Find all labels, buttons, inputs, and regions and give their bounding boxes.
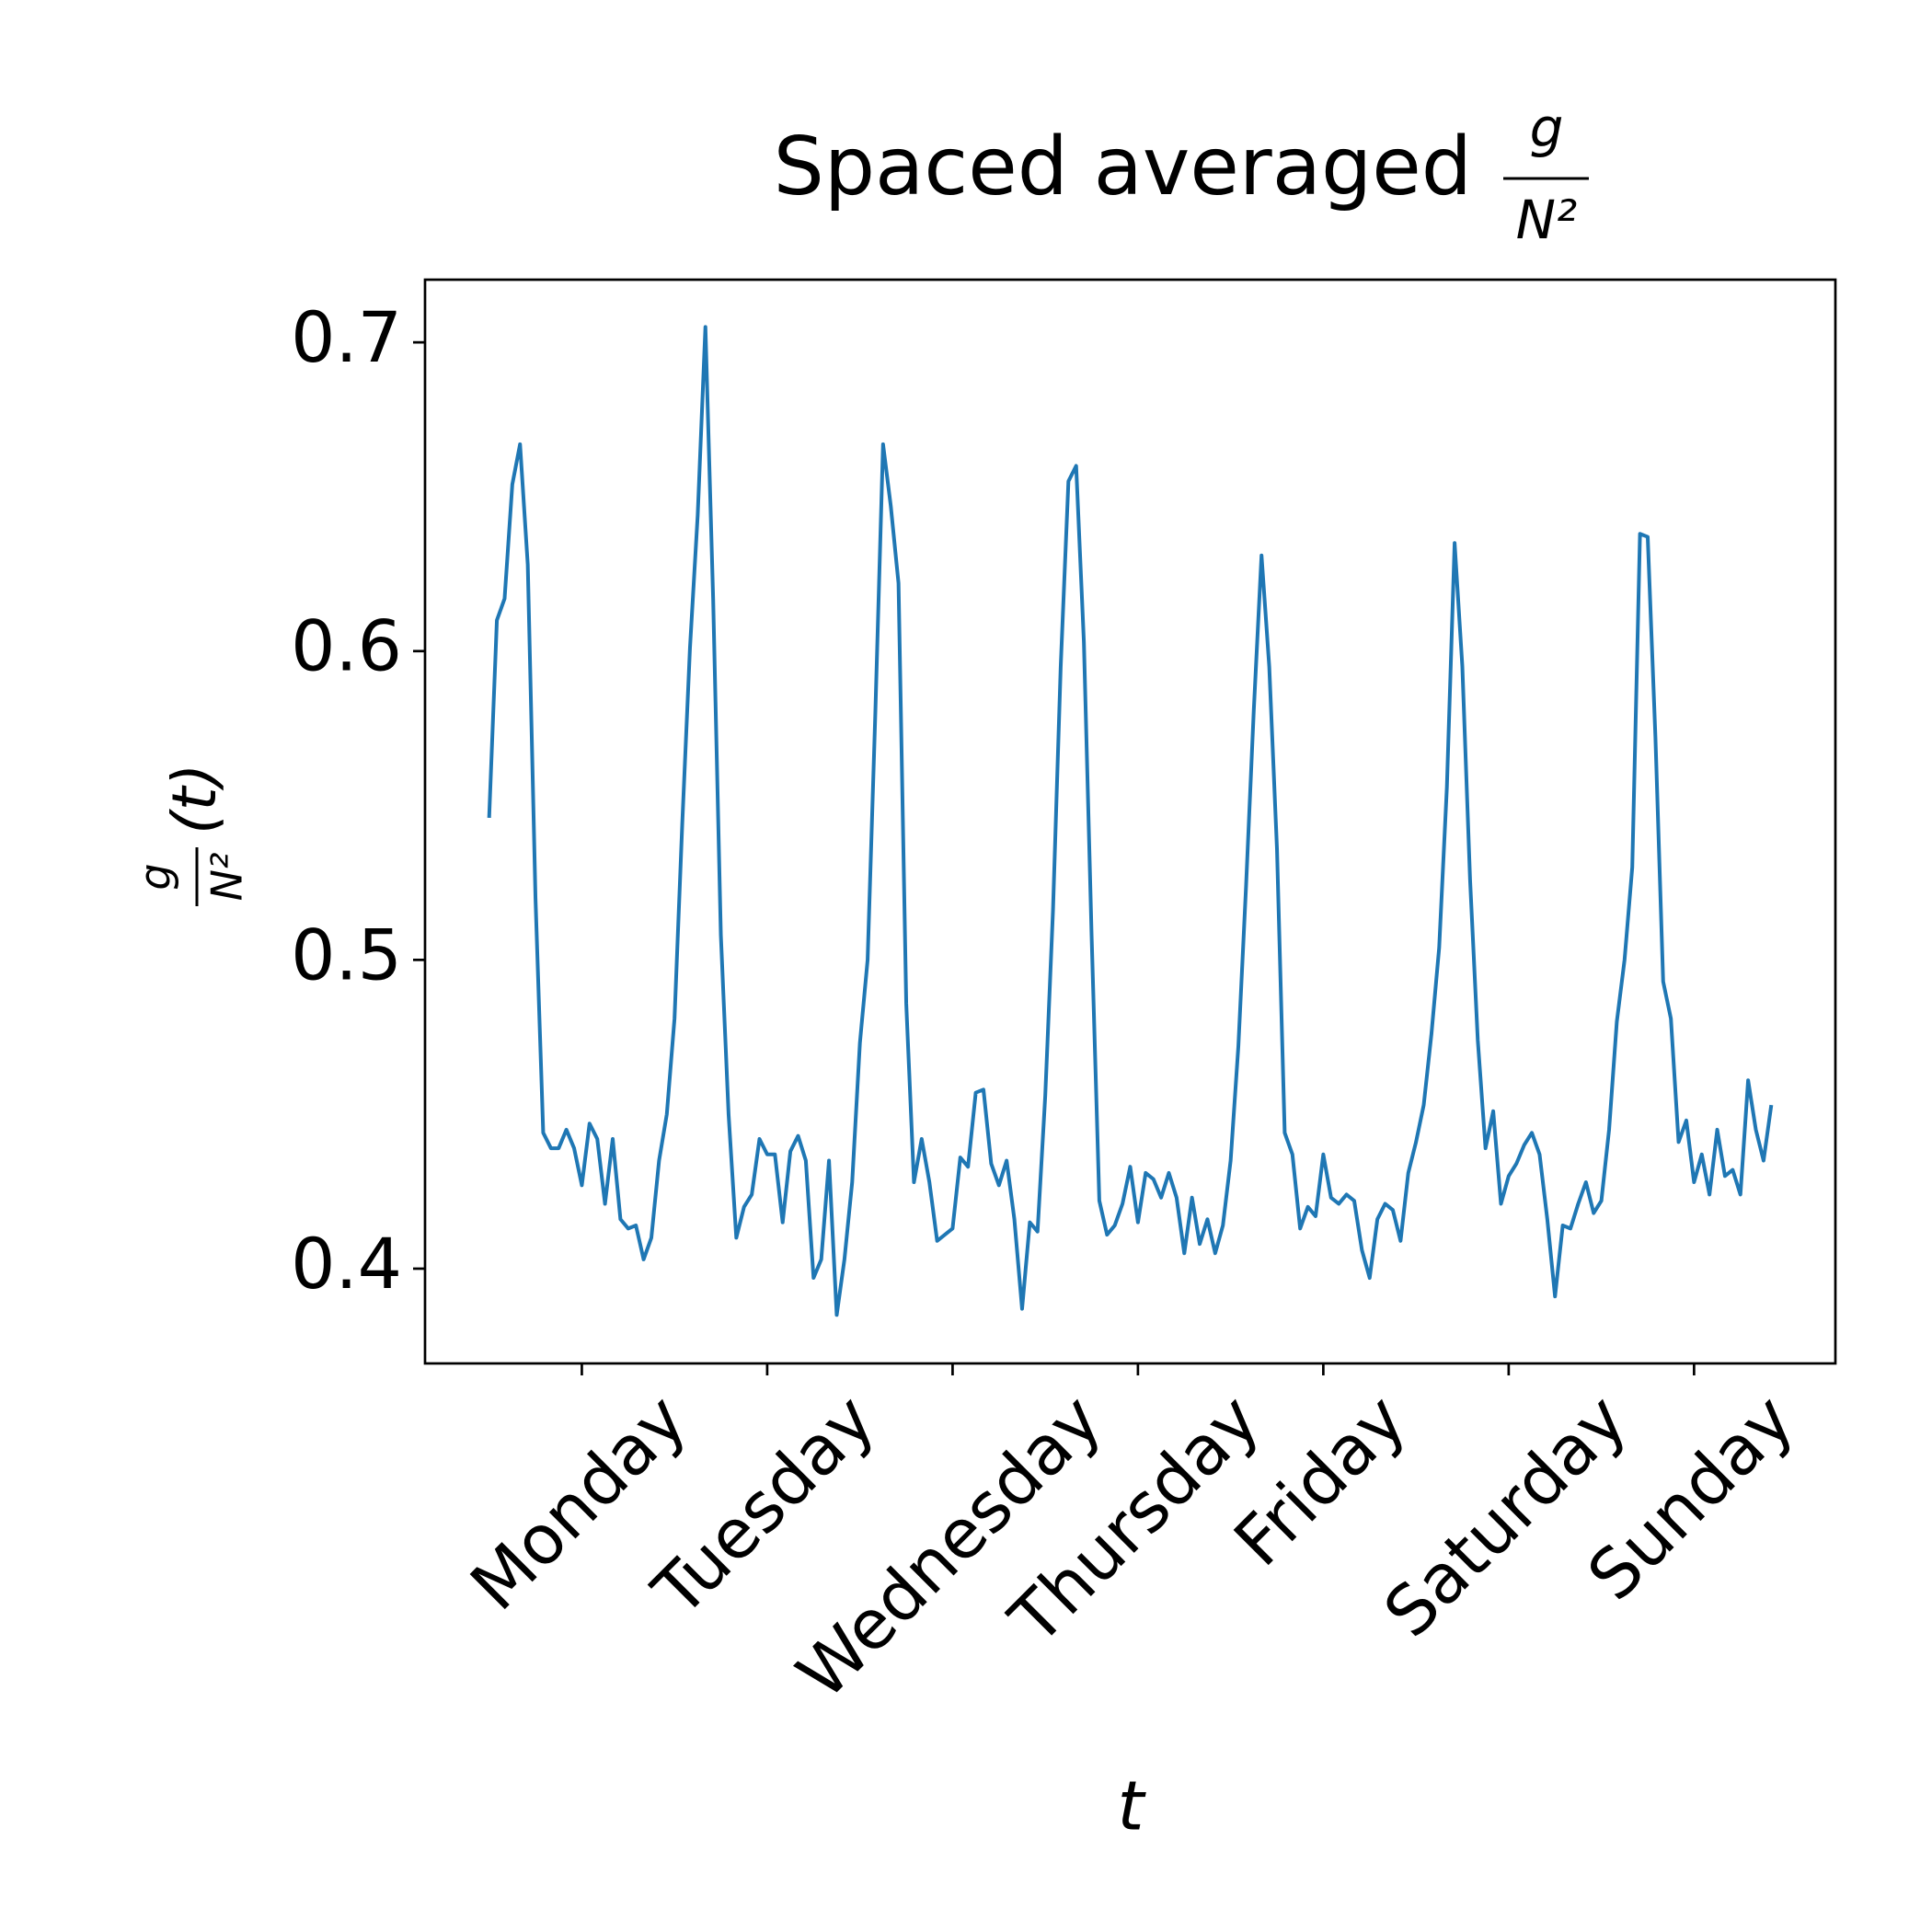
- ylabel-numerator: g: [131, 863, 180, 890]
- chart-title: Spaced averaged: [774, 120, 1472, 213]
- y-tick-label: 0.5: [291, 914, 402, 995]
- y-tick-label: 0.4: [291, 1223, 402, 1305]
- ylabel-denominator: N²: [202, 853, 252, 902]
- ylabel-suffix: (t): [159, 764, 230, 834]
- y-axis-label: g N² (t): [131, 764, 252, 906]
- title-denominator: N²: [1516, 189, 1578, 251]
- x-axis-label: t: [1117, 1767, 1146, 1846]
- data-line: [487, 325, 1774, 1317]
- y-tick-label: 0.7: [291, 296, 402, 378]
- y-tick-label: 0.6: [291, 605, 402, 687]
- title-numerator: g: [1530, 97, 1564, 159]
- axes-frame: [423, 278, 1837, 1365]
